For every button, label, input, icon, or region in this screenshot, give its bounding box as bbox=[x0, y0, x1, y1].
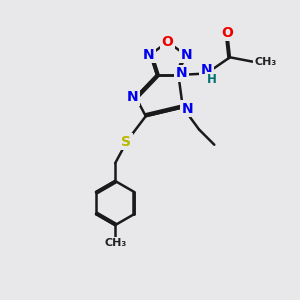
Text: S: S bbox=[121, 135, 131, 149]
Text: N: N bbox=[182, 102, 193, 116]
Text: O: O bbox=[162, 35, 174, 49]
Text: N: N bbox=[201, 63, 212, 77]
Text: N: N bbox=[143, 48, 154, 62]
Text: CH₃: CH₃ bbox=[104, 238, 126, 248]
Text: N: N bbox=[126, 90, 138, 104]
Text: CH₃: CH₃ bbox=[254, 57, 277, 67]
Text: N: N bbox=[176, 67, 187, 80]
Text: N: N bbox=[181, 48, 192, 62]
Text: O: O bbox=[222, 26, 233, 40]
Text: H: H bbox=[207, 73, 217, 86]
